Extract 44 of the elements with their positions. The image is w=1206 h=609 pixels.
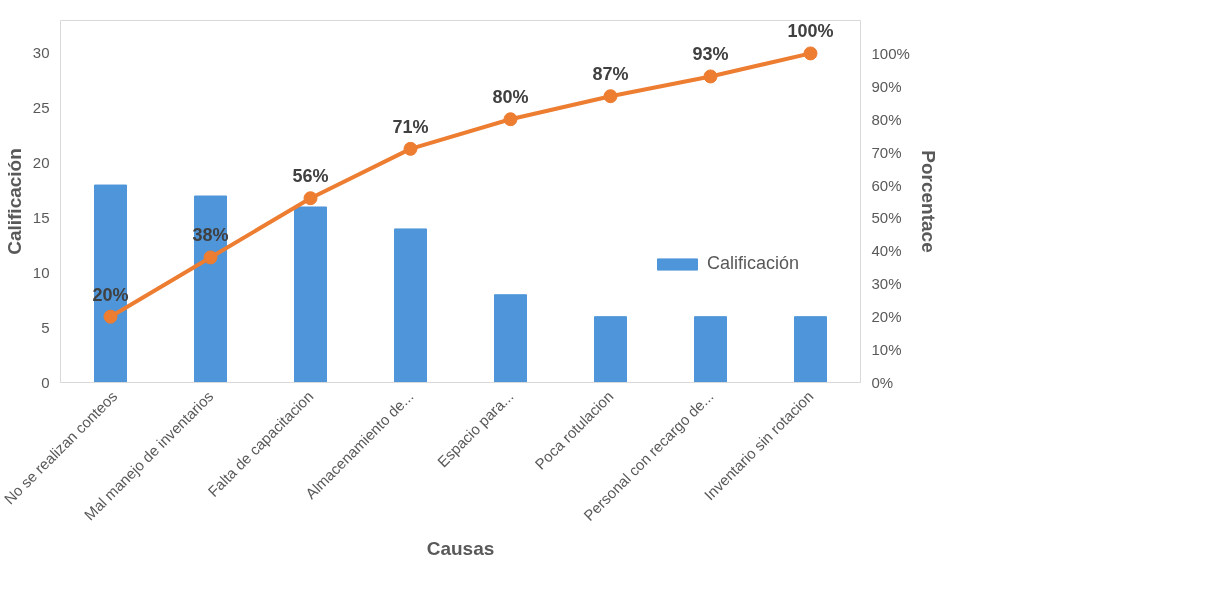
y2-tick-label: 0% bbox=[871, 374, 894, 391]
bar bbox=[294, 206, 327, 383]
data-label: 71% bbox=[392, 116, 429, 137]
y-tick-label: 15 bbox=[32, 208, 50, 226]
point bbox=[603, 89, 618, 104]
y2-tick-label: 30% bbox=[871, 275, 902, 293]
point bbox=[103, 309, 118, 324]
data-label: 80% bbox=[492, 87, 529, 108]
y-tick-label: 30 bbox=[32, 44, 50, 62]
y2-tick-label: 20% bbox=[871, 308, 902, 326]
point bbox=[303, 191, 318, 206]
bar bbox=[494, 294, 527, 383]
y2-tick-label: 60% bbox=[871, 176, 902, 194]
point bbox=[803, 46, 818, 61]
bar bbox=[794, 316, 827, 383]
y2-tick-label: 100% bbox=[871, 44, 910, 62]
y2-tick-label: 10% bbox=[871, 341, 902, 359]
y-axis-title: Calificación bbox=[3, 148, 25, 255]
y2-tick-label: 80% bbox=[871, 110, 902, 128]
point bbox=[503, 112, 518, 127]
data-label: 100% bbox=[787, 21, 834, 42]
y2-axis-title: Porcentace bbox=[917, 150, 939, 253]
y2-tick-label: 70% bbox=[871, 143, 902, 161]
y2-tick-label: 40% bbox=[871, 242, 902, 260]
y-tick-label: 10 bbox=[32, 263, 50, 281]
y-tick-label: 25 bbox=[32, 99, 50, 117]
bar bbox=[94, 184, 127, 383]
y2-tick-label: 50% bbox=[871, 209, 902, 227]
data-label: 93% bbox=[692, 44, 729, 65]
data-label: 87% bbox=[592, 64, 629, 85]
bar bbox=[694, 316, 727, 383]
y-tick-label: 0 bbox=[41, 373, 50, 391]
bar bbox=[394, 228, 427, 383]
y2-tick-label: 90% bbox=[871, 77, 902, 95]
point bbox=[703, 69, 718, 84]
bar bbox=[194, 195, 227, 383]
bar bbox=[594, 316, 627, 383]
y-tick-label: 5 bbox=[41, 318, 50, 336]
point bbox=[403, 141, 418, 156]
y-tick-label: 20 bbox=[32, 154, 50, 172]
point bbox=[203, 250, 218, 265]
legend-label: Calificación bbox=[707, 253, 800, 274]
x-axis-title: Causas bbox=[426, 537, 495, 559]
data-label: 56% bbox=[292, 166, 329, 187]
